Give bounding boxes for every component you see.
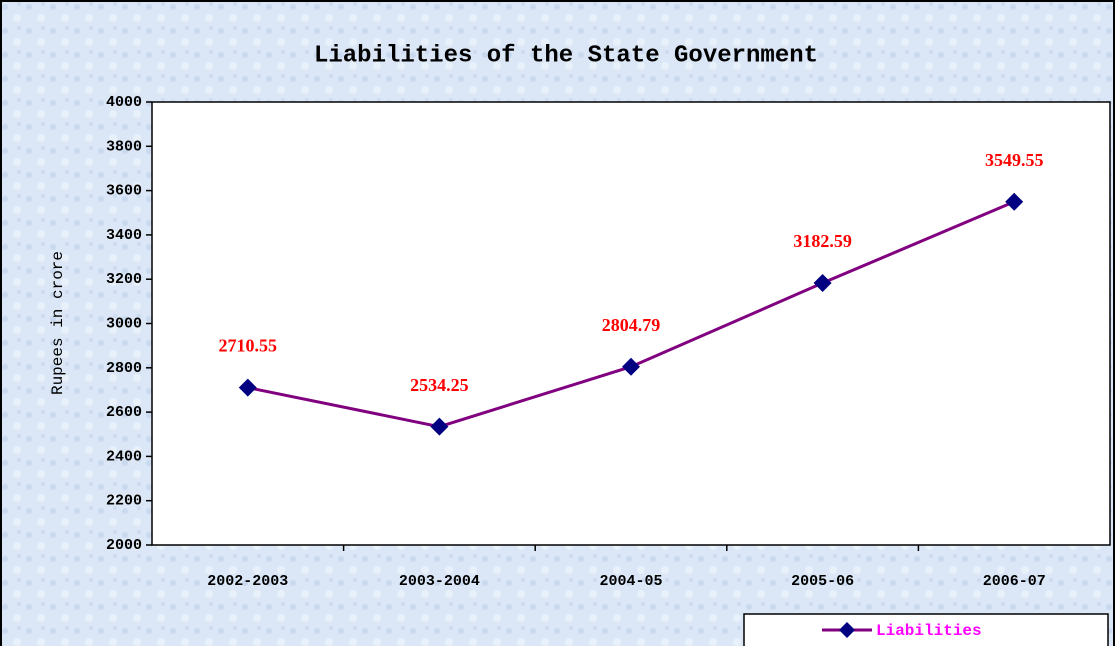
marker <box>430 417 449 436</box>
x-tick-label: 2004-05 <box>599 573 662 590</box>
data-label: 2710.55 <box>219 336 278 356</box>
data-label: 2804.79 <box>602 315 661 335</box>
marker <box>813 274 832 293</box>
x-tick-label: 2003-2004 <box>399 573 480 590</box>
data-label: 3549.55 <box>985 150 1044 170</box>
legend-label: Liabilities <box>876 622 982 640</box>
y-tick-label: 2000 <box>106 537 142 554</box>
y-tick-label: 3800 <box>106 138 142 155</box>
y-tick-label: 2200 <box>106 493 142 510</box>
y-tick-label: 2600 <box>106 404 142 421</box>
y-tick-label: 4000 <box>106 94 142 111</box>
data-label: 2534.25 <box>410 375 469 395</box>
y-tick-label: 3600 <box>106 183 142 200</box>
data-label: 3182.59 <box>793 231 852 251</box>
y-tick-label: 3200 <box>106 271 142 288</box>
marker <box>238 378 257 397</box>
x-tick-label: 2005-06 <box>791 573 854 590</box>
y-axis-label: Rupees in crore <box>49 251 67 395</box>
plot-area <box>151 101 1111 546</box>
y-tick-label: 2800 <box>106 360 142 377</box>
y-tick-label: 2400 <box>106 448 142 465</box>
y-tick-label: 3400 <box>106 227 142 244</box>
legend <box>743 613 1109 646</box>
x-tick-label: 2002-2003 <box>207 573 288 590</box>
x-tick-label: 2006-07 <box>983 573 1046 590</box>
marker <box>622 357 640 376</box>
y-tick-label: 3000 <box>106 315 142 332</box>
marker <box>1005 192 1024 211</box>
legend-marker <box>839 622 855 638</box>
chart-title: Liabilities of the State Government <box>314 42 818 69</box>
